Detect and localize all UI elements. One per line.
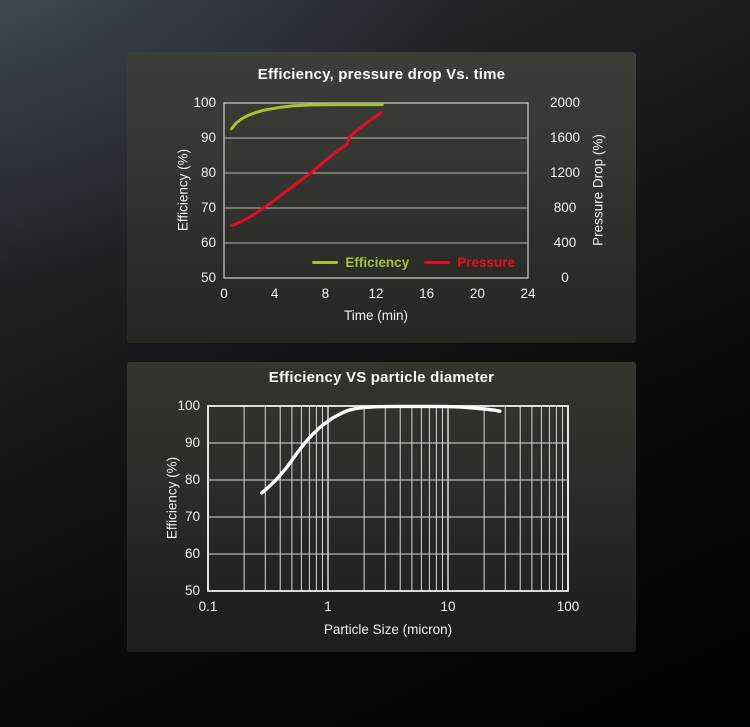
- y-axis-tick: 70: [184, 509, 200, 524]
- efficiency-axis-label: Efficiency (%): [164, 456, 180, 540]
- series-line-efficiency: [230, 103, 384, 131]
- x-axis-tick: 24: [520, 286, 536, 301]
- x-axis-tick: 16: [419, 286, 435, 301]
- x-axis-tick: 8: [321, 286, 330, 301]
- particle-chart-title: Efficiency VS particle diameter: [268, 369, 495, 386]
- particle-chart-canvas: [207, 404, 569, 592]
- y-axis-tick: 100: [193, 95, 216, 110]
- y-axis-tick: 60: [200, 235, 216, 250]
- plot-border: [223, 102, 529, 279]
- time-chart-canvas: [223, 102, 529, 279]
- time-chart-title: Efficiency, pressure drop Vs. time: [257, 66, 506, 83]
- particle-size-axis-label: Particle Size (micron): [323, 622, 453, 637]
- chart-panel-time: Efficiency, pressure drop Vs. time Effic…: [127, 52, 636, 343]
- legend-label-pressure: Pressure: [457, 255, 515, 270]
- legend: Efficiency Pressure: [312, 255, 515, 270]
- y-axis-right-tick: 0: [561, 270, 569, 285]
- chart-panel-particle: Efficiency VS particle diameter Efficien…: [127, 362, 636, 652]
- series-line-efficiency: [259, 404, 502, 495]
- x-axis-tick: 4: [270, 286, 279, 301]
- legend-item-efficiency: Efficiency: [312, 255, 409, 270]
- time-axis-label: Time (min): [344, 308, 408, 323]
- y-axis-right-tick: 1200: [549, 165, 581, 180]
- y-axis-right-tick: 400: [553, 235, 577, 250]
- x-axis-tick: 10: [440, 599, 456, 614]
- y-axis-right-tick: 2000: [549, 95, 581, 110]
- gridlines: [224, 102, 528, 279]
- efficiency-axis-label: Efficiency (%): [175, 148, 191, 232]
- x-axis-tick: 0.1: [198, 599, 218, 614]
- x-axis-tick: 100: [556, 599, 580, 614]
- x-axis-tick: 0: [220, 286, 228, 301]
- y-axis-tick: 100: [177, 398, 200, 413]
- y-axis-right-tick: 800: [553, 200, 577, 215]
- x-axis-tick: 12: [368, 286, 384, 301]
- pressure-line-swatch-icon: [424, 261, 451, 264]
- legend-label-efficiency: Efficiency: [345, 255, 410, 270]
- y-axis-right-tick: 1600: [549, 130, 581, 145]
- y-axis-tick: 50: [184, 583, 200, 598]
- y-axis-tick: 50: [200, 270, 216, 285]
- y-axis-tick: 80: [184, 472, 200, 487]
- y-axis-tick: 90: [184, 435, 200, 450]
- gridlines: [207, 405, 569, 592]
- y-axis-tick: 60: [184, 546, 200, 561]
- efficiency-line-swatch-icon: [312, 261, 339, 264]
- x-axis-tick: 1: [324, 599, 332, 614]
- series-line-pressure: [230, 111, 383, 227]
- plot-border: [207, 405, 569, 592]
- y-axis-tick: 70: [200, 200, 216, 215]
- pressure-axis-label: Pressure Drop (%): [590, 134, 606, 246]
- y-axis-tick: 80: [200, 165, 216, 180]
- legend-item-pressure: Pressure: [424, 255, 515, 270]
- y-axis-tick: 90: [200, 130, 216, 145]
- x-axis-tick: 20: [469, 286, 485, 301]
